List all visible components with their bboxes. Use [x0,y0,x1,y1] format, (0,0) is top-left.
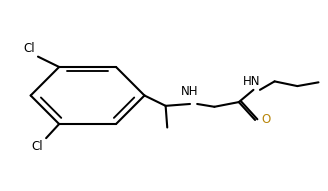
Text: NH: NH [181,85,199,98]
Text: O: O [261,113,270,126]
Text: HN: HN [243,75,260,88]
Text: Cl: Cl [31,140,43,153]
Text: Cl: Cl [23,42,35,55]
